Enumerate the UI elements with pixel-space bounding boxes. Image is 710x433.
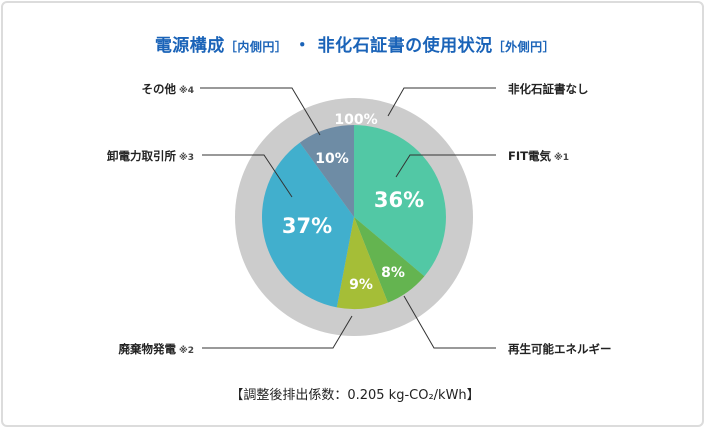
pct-jepx: 37%	[282, 214, 332, 238]
leader-waste	[202, 315, 353, 349]
slice-fit	[354, 125, 446, 277]
leader-no-cert	[387, 87, 496, 117]
label-other: その他 ※4	[141, 82, 194, 96]
title-certificate-usage: 非化石証書の使用状況	[317, 36, 493, 56]
pct-renewable: 8%	[381, 265, 405, 281]
title-outer-note: ［外側円］	[492, 40, 556, 54]
label-waste: 廃棄物発電 ※2	[118, 342, 194, 356]
label-renewable: 再生可能エネルギー	[508, 342, 612, 356]
label-fit: FIT電気 ※1	[508, 149, 569, 163]
slice-jepx	[261, 142, 354, 308]
pct-outer: 100%	[334, 112, 377, 128]
slice-other	[299, 125, 354, 217]
title-power-mix: 電源構成	[154, 36, 225, 56]
pct-waste: 9%	[349, 277, 373, 293]
slice-renewable	[354, 217, 425, 303]
leader-jepx	[202, 154, 293, 198]
slice-waste	[336, 217, 388, 310]
leader-other	[200, 87, 321, 136]
title-separator: ・	[293, 36, 312, 56]
label-no-certificate: 非化石証書なし	[508, 82, 589, 96]
pct-fit: 36%	[374, 188, 424, 212]
leader-fit	[395, 154, 496, 178]
emission-factor-note: 【調整後排出係数：0.205 kg-CO₂/kWh】	[230, 388, 480, 403]
label-jepx: 卸電力取引所 ※3	[106, 149, 194, 163]
pct-other: 10%	[315, 151, 349, 167]
chart-title: 電源構成［内側円］ ・ 非化石証書の使用状況［外側円］	[0, 31, 710, 56]
leader-renewable	[403, 295, 496, 349]
title-inner-note: ［内側円］	[224, 40, 288, 54]
